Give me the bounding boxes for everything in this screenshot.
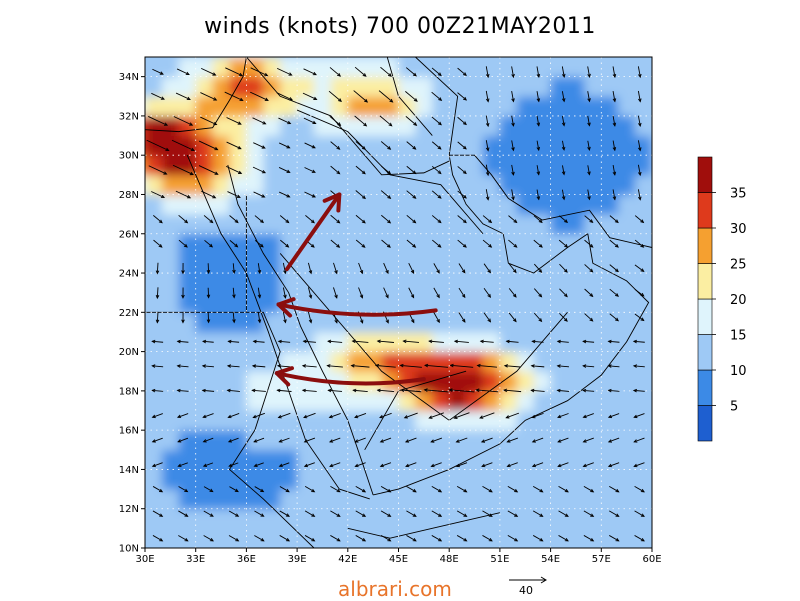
lon-tick-label: 42E: [338, 554, 357, 565]
lon-tick-label: 39E: [288, 554, 307, 565]
colorbar-label: 10: [730, 364, 747, 379]
colorbar-label: 25: [730, 258, 747, 273]
colorbar-label: 35: [730, 187, 747, 202]
lat-tick-label: 32N: [119, 111, 139, 122]
colorbar-label: 5: [730, 400, 738, 415]
lat-tick-label: 34N: [119, 72, 139, 83]
colorbar-swatch: [698, 264, 712, 300]
lon-tick-label: 51E: [490, 554, 509, 565]
lon-tick-label: 30E: [135, 554, 154, 565]
colorbar-swatch: [698, 406, 712, 442]
lat-tick-label: 30N: [119, 151, 139, 162]
lon-tick-label: 57E: [592, 554, 611, 565]
lon-tick-label: 36E: [237, 554, 256, 565]
wind-speed-field: [128, 37, 669, 568]
lon-tick-label: 45E: [389, 554, 408, 565]
colorbar-swatch: [698, 228, 712, 264]
colorbar-swatch: [698, 157, 712, 193]
reference-vector-label: 40: [519, 584, 533, 597]
colorbar-swatch: [698, 335, 712, 371]
colorbar-label: 15: [730, 329, 747, 344]
colorbar-swatch: [698, 193, 712, 229]
lat-tick-label: 20N: [119, 347, 139, 358]
reference-vector: [509, 577, 546, 583]
colorbar: 5 10 15 20 25 30 35: [698, 157, 747, 441]
map-title: winds (knots) 700 00Z21MAY2011: [0, 14, 800, 39]
lat-tick-label: 12N: [119, 504, 139, 515]
colorbar-label: 30: [730, 222, 747, 237]
lat-tick-label: 24N: [119, 269, 139, 280]
lat-tick-label: 28N: [119, 190, 139, 201]
lat-tick-label: 22N: [119, 308, 139, 319]
credit-text: albrari.com: [338, 577, 452, 601]
lon-tick-label: 60E: [642, 554, 661, 565]
lon-tick-label: 33E: [186, 554, 205, 565]
lat-tick-label: 18N: [119, 386, 139, 397]
lat-tick-label: 14N: [119, 465, 139, 476]
lon-tick-label: 54E: [541, 554, 560, 565]
lon-tick-label: 48E: [440, 554, 459, 565]
lat-tick-label: 16N: [119, 426, 139, 437]
colorbar-swatch: [698, 370, 712, 406]
lat-tick-label: 26N: [119, 229, 139, 240]
colorbar-label: 20: [730, 293, 747, 308]
lat-tick-label: 10N: [119, 544, 139, 555]
colorbar-swatch: [698, 299, 712, 335]
